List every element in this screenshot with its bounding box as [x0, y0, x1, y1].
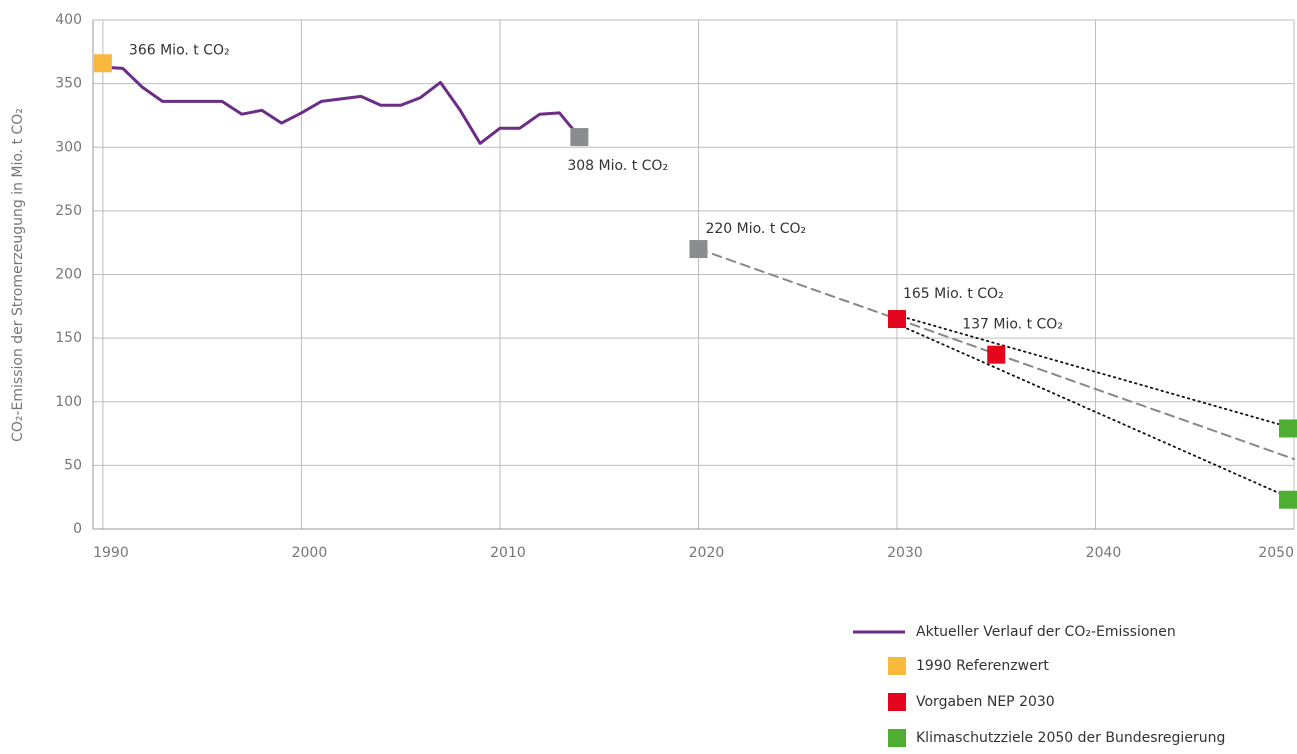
marker-label: 366 Mio. t CO₂ — [129, 42, 230, 58]
trend-line — [896, 323, 1295, 501]
marker — [987, 345, 1006, 364]
y-axis-label: CO₂-Emission der Stromerzeugung in Mio. … — [10, 108, 26, 442]
marker — [887, 310, 906, 329]
y-tick-label: 0 — [73, 521, 82, 537]
marker-label: 308 Mio. t CO₂ — [567, 158, 668, 174]
x-tick-label: 1990 — [93, 545, 129, 561]
x-tick-label: 2040 — [1086, 545, 1122, 561]
x-tick-label: 2050 — [1258, 545, 1294, 561]
marker — [1279, 490, 1297, 509]
legend-label: Aktueller Verlauf der CO₂-Emissionen — [916, 624, 1176, 640]
legend-swatch — [888, 729, 906, 747]
x-tick-label: 2000 — [292, 545, 328, 561]
y-tick-label: 250 — [55, 203, 82, 219]
marker-label: 137 Mio. t CO₂ — [962, 317, 1063, 333]
data-line — [102, 65, 581, 145]
marker — [570, 128, 589, 147]
y-tick-label: 300 — [55, 139, 82, 155]
y-tick-label: 100 — [55, 394, 82, 410]
legend-label: Klimaschutzziele 2050 der Bundesregierun… — [916, 730, 1225, 746]
legend-swatch — [888, 693, 906, 711]
marker-label: 220 Mio. t CO₂ — [705, 221, 806, 237]
y-tick-label: 400 — [55, 12, 82, 28]
y-tick-label: 200 — [55, 267, 82, 283]
legend-label: Vorgaben NEP 2030 — [916, 694, 1055, 710]
marker-label: 165 Mio. t CO₂ — [903, 286, 1004, 302]
marker — [1279, 419, 1297, 438]
x-tick-label: 2030 — [887, 545, 923, 561]
y-tick-label: 350 — [55, 76, 82, 92]
x-tick-label: 2020 — [689, 545, 725, 561]
marker — [93, 54, 112, 73]
x-tick-label: 2010 — [490, 545, 526, 561]
y-tick-label: 50 — [64, 457, 82, 473]
legend-swatch — [888, 657, 906, 675]
y-tick-label: 150 — [55, 330, 82, 346]
legend-label: 1990 Referenzwert — [916, 658, 1049, 674]
marker — [689, 240, 708, 259]
